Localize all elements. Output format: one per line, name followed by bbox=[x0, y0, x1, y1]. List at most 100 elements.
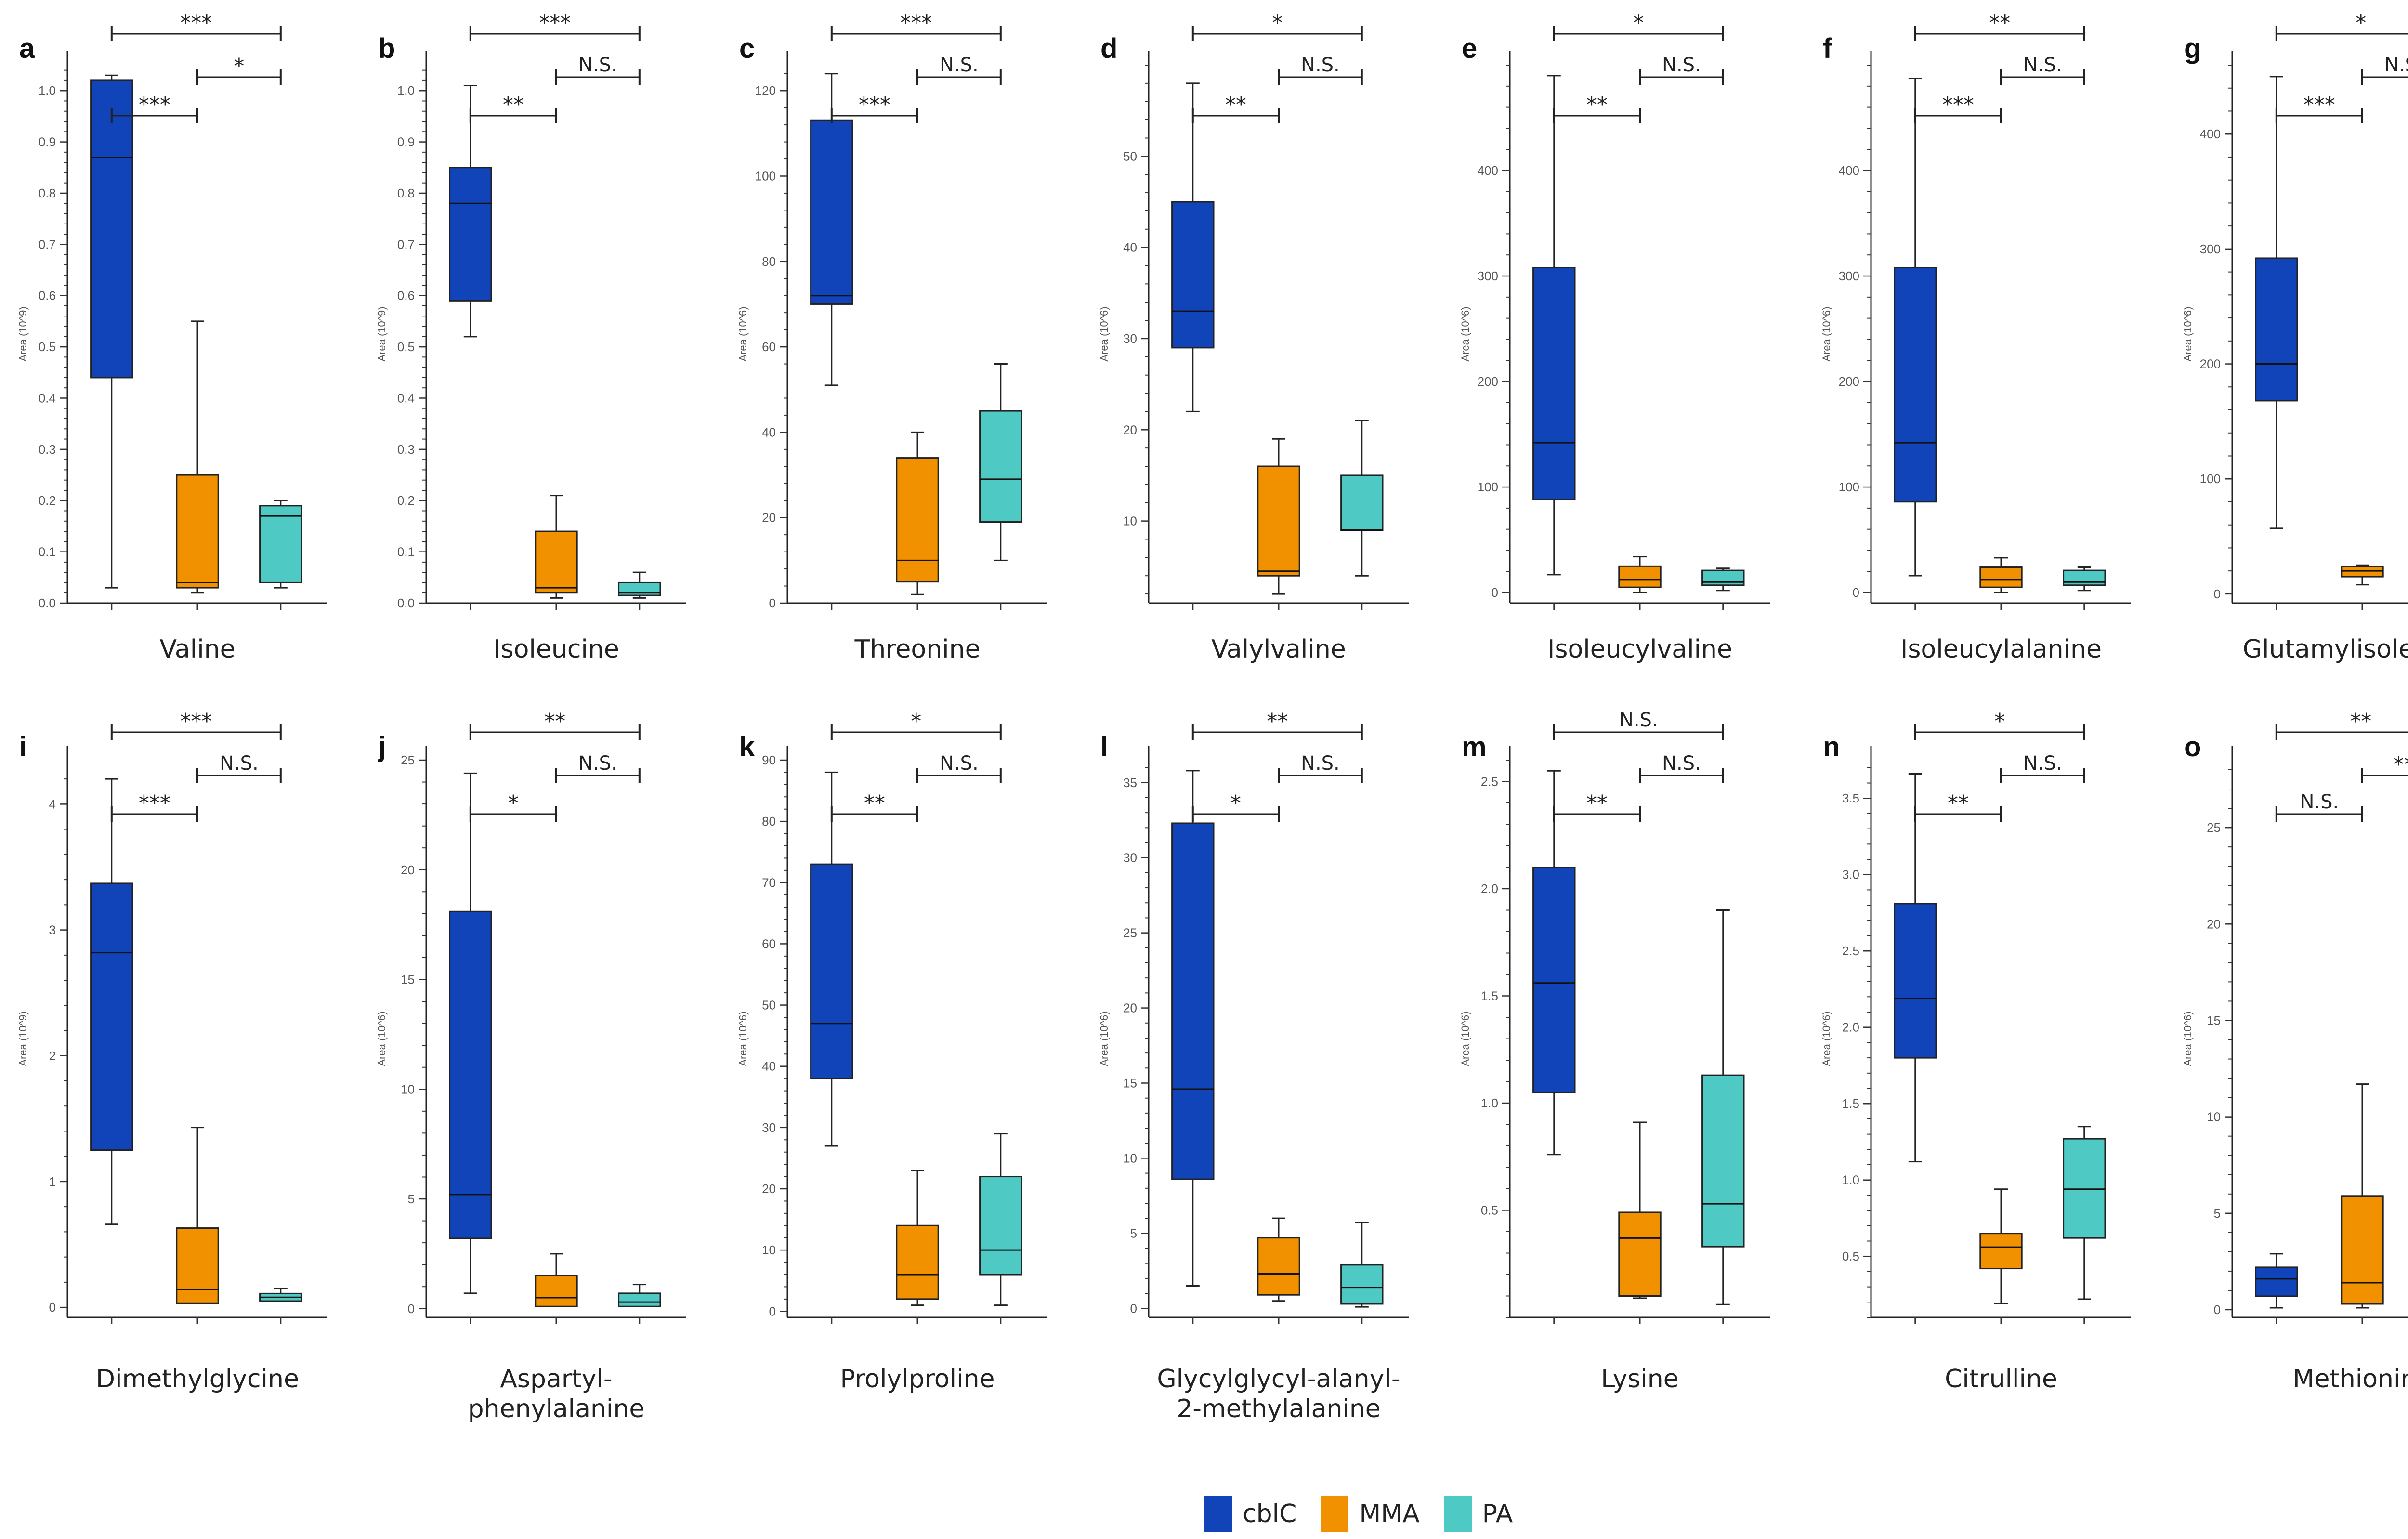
box-iqr bbox=[90, 79, 133, 379]
panel-title: Isoleucylalanine bbox=[1900, 635, 2102, 664]
box-pa bbox=[618, 1284, 661, 1307]
significance-label: ** bbox=[503, 92, 524, 117]
panel-d: d 10 20 30 40 50 Area (10^6) * N.S. ** Valylvaline bbox=[1098, 11, 1409, 664]
box-mma bbox=[1257, 1217, 1300, 1302]
significance-bracket: *** bbox=[2275, 92, 2363, 123]
y-tick-label: 30 bbox=[1123, 331, 1137, 346]
box-iqr bbox=[176, 1227, 219, 1304]
y-tick-label: 30 bbox=[1123, 851, 1137, 865]
panel-title: Citrulline bbox=[1945, 1365, 2057, 1394]
box-cblc bbox=[1894, 78, 1937, 577]
y-tick-label: 5 bbox=[1130, 1226, 1137, 1240]
y-tick-label: 0.1 bbox=[397, 545, 415, 559]
significance-label: *** bbox=[1942, 92, 1974, 117]
significance-label: ** bbox=[1948, 791, 1969, 816]
box-iqr bbox=[1532, 267, 1576, 500]
y-axis-label: Area (10^6) bbox=[1820, 306, 1832, 361]
significance-bracket: * bbox=[1191, 11, 1363, 41]
legend: cblC MMA PA bbox=[1204, 1496, 1537, 1532]
significance-label: * bbox=[1994, 709, 2005, 734]
box-iqr bbox=[1340, 1264, 1384, 1305]
legend-label-pa: PA bbox=[1482, 1500, 1513, 1528]
significance-label: N.S. bbox=[2023, 752, 2062, 775]
panel-letter: e bbox=[1462, 33, 1477, 64]
significance-label: N.S. bbox=[1301, 752, 1340, 775]
panel-b: b 0.0 0.1 0.2 0.3 0.4 0.5 0.6 0.7 0.8 0.9 1.0 Area (… bbox=[376, 11, 686, 664]
panel-title: Prolylproline bbox=[840, 1365, 995, 1394]
y-tick-label: 60 bbox=[762, 936, 776, 951]
y-tick-label: 100 bbox=[755, 169, 776, 183]
significance-label: N.S. bbox=[1301, 54, 1340, 76]
significance-label: ** bbox=[864, 791, 885, 816]
legend-item-pa: PA bbox=[1443, 1496, 1513, 1532]
y-tick-label: 20 bbox=[762, 511, 776, 525]
y-tick-label: 50 bbox=[1123, 149, 1137, 163]
y-tick-label: 100 bbox=[1478, 480, 1498, 494]
box-cblc bbox=[449, 85, 492, 338]
box-cblc bbox=[810, 73, 853, 386]
significance-label: *** bbox=[859, 92, 890, 117]
box-pa bbox=[1340, 1222, 1384, 1308]
box-pa bbox=[618, 571, 661, 599]
significance-label: N.S. bbox=[1619, 709, 1658, 731]
y-tick-label: 0 bbox=[1853, 585, 1859, 600]
panel-title: Valine bbox=[159, 635, 235, 664]
y-tick-label: 1.0 bbox=[397, 83, 415, 98]
legend-swatch-mma bbox=[1321, 1496, 1349, 1532]
box-iqr bbox=[1340, 474, 1384, 531]
y-tick-label: 25 bbox=[1123, 926, 1137, 940]
significance-bracket: N.S. bbox=[1278, 54, 1363, 85]
significance-bracket: * bbox=[1914, 709, 2085, 740]
significance-label: *** bbox=[180, 709, 212, 734]
significance-bracket: N.S. bbox=[2000, 752, 2085, 783]
panel-a: a 0.0 0.1 0.2 0.3 0.4 0.5 0.6 0.7 0.8 0.9 1.0 Area (… bbox=[17, 11, 327, 664]
y-axis-label: Area (10^9) bbox=[376, 306, 388, 361]
significance-bracket: N.S. bbox=[916, 54, 1002, 85]
box-cblc bbox=[810, 771, 853, 1147]
box-iqr bbox=[259, 505, 302, 583]
significance-label: *** bbox=[900, 11, 932, 35]
y-tick-label: 0.7 bbox=[39, 237, 56, 251]
significance-bracket: *** bbox=[110, 11, 282, 41]
y-tick-label: 0.0 bbox=[397, 596, 415, 610]
y-tick-label: 5 bbox=[2214, 1206, 2221, 1221]
panel-letter: o bbox=[2184, 731, 2201, 763]
significance-bracket: N.S. bbox=[916, 752, 1002, 783]
y-tick-label: 25 bbox=[401, 753, 415, 767]
y-tick-label: 0.2 bbox=[397, 493, 415, 508]
y-tick-label: 300 bbox=[2200, 242, 2221, 256]
significance-bracket: *** bbox=[469, 11, 641, 41]
y-tick-label: 0.5 bbox=[39, 340, 56, 354]
y-tick-label: 1.5 bbox=[1481, 989, 1498, 1003]
panel-title: Methionine bbox=[2293, 1365, 2408, 1394]
y-axis-label: Area (10^6) bbox=[737, 306, 749, 361]
legend-label-mma: MMA bbox=[1359, 1500, 1420, 1528]
y-tick-label: 0.3 bbox=[39, 442, 56, 457]
box-iqr bbox=[1701, 1074, 1745, 1248]
box-mma bbox=[535, 495, 578, 599]
significance-label: ** bbox=[2350, 709, 2371, 734]
significance-bracket: N.S. bbox=[1278, 752, 1363, 783]
y-tick-label: 20 bbox=[762, 1182, 776, 1196]
panel-title: 2-methylalanine bbox=[1177, 1394, 1381, 1423]
box-iqr bbox=[1257, 1237, 1300, 1296]
panel-n: n 0.5 1.0 1.5 2.0 2.5 3.0 3.5 Area (10^6) * N.S. **… bbox=[1820, 709, 2131, 1394]
box-mma bbox=[896, 1170, 939, 1306]
y-tick-label: 0.2 bbox=[39, 493, 56, 508]
significance-bracket: * bbox=[2275, 11, 2408, 41]
y-tick-label: 60 bbox=[762, 340, 776, 354]
significance-bracket: *** bbox=[830, 92, 918, 123]
significance-bracket: ** bbox=[2361, 752, 2408, 783]
y-axis-label: Area (10^6) bbox=[737, 1011, 749, 1066]
y-tick-label: 1.0 bbox=[1842, 1173, 1859, 1187]
box-iqr bbox=[1701, 569, 1745, 586]
panel-letter: l bbox=[1100, 731, 1108, 763]
y-tick-label: 15 bbox=[401, 973, 415, 987]
significance-bracket: *** bbox=[110, 791, 198, 822]
y-tick-label: 100 bbox=[1839, 480, 1859, 494]
box-iqr bbox=[176, 474, 219, 589]
box-iqr bbox=[535, 1275, 578, 1307]
significance-bracket: N.S. bbox=[555, 54, 641, 85]
significance-bracket: ** bbox=[1191, 709, 1363, 740]
y-tick-label: 0.1 bbox=[39, 545, 56, 559]
